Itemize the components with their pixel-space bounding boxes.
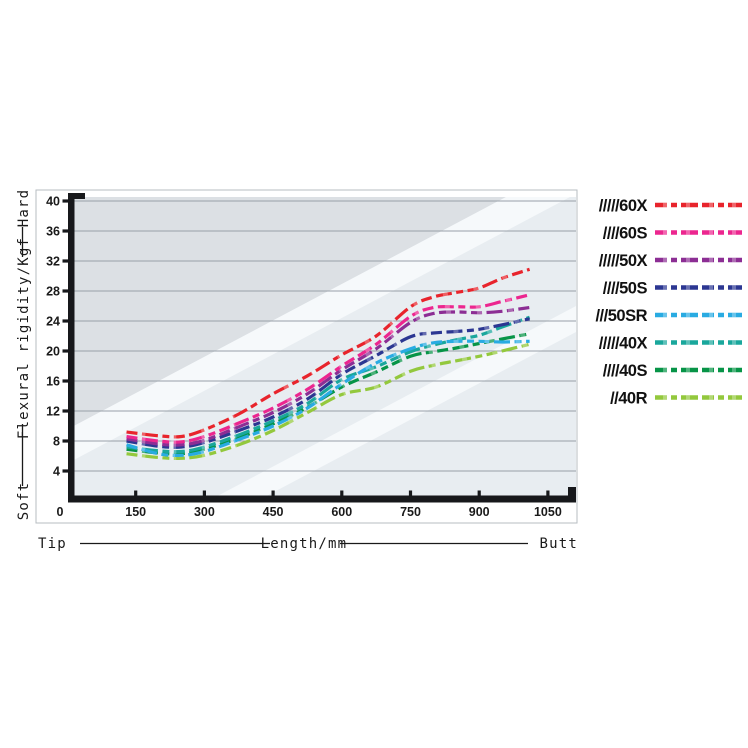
y-tick-28	[62, 289, 68, 293]
x-tick-900	[477, 490, 481, 496]
y-tick-label-28: 28	[46, 285, 60, 299]
legend-row-60X: /////60X	[599, 197, 742, 215]
x-axis-caption-butt: Butt	[539, 536, 578, 552]
y-tick-label-20: 20	[46, 345, 60, 359]
y-tick-8	[62, 439, 68, 443]
y-tick-12	[62, 409, 68, 413]
curve-highlight	[126, 317, 530, 449]
y-axis-caption-label: Flexural rigidity/Kgf	[16, 237, 32, 439]
y-tick-4	[62, 469, 68, 473]
y-tick-36	[62, 229, 68, 233]
curve-highlight	[126, 315, 531, 454]
legend-label: ////60S	[603, 225, 648, 243]
curve-highlight	[126, 339, 530, 458]
x-axis-caption-tip: Tip	[38, 536, 67, 552]
curve-60X	[126, 267, 531, 439]
y-tick-label-4: 4	[53, 465, 60, 479]
axes	[68, 193, 576, 503]
curve-highlight	[126, 293, 530, 444]
legend-row-60S: ////60S	[603, 225, 742, 243]
y-tick-label-36: 36	[46, 225, 60, 239]
legend-label: /////60X	[599, 197, 648, 215]
legend-label: ///50SR	[595, 307, 647, 325]
y-tick-40	[62, 199, 68, 203]
legend: /////60X ////60S /////50X ////50S ///50SR ///…	[595, 197, 742, 408]
legend-label: //40R	[610, 390, 648, 408]
x-tick-label-900: 900	[469, 505, 490, 519]
curve-40X	[126, 315, 531, 454]
y-tick-32	[62, 259, 68, 263]
gridlines	[70, 200, 576, 472]
curve-highlight	[126, 305, 530, 447]
curve-highlight	[126, 267, 531, 439]
x-tick-label-300: 300	[194, 505, 215, 519]
x-tick-label-450: 450	[263, 505, 284, 519]
y-tick-labels: 4 8 12 16 20 24 28 32 36 40	[46, 195, 60, 479]
curve-50SR	[126, 339, 530, 458]
y-tick-16	[62, 379, 68, 383]
legend-row-40R: //40R	[610, 390, 742, 408]
x-tick-450	[271, 490, 275, 496]
plot-bg-band-upper	[70, 197, 570, 462]
curve-40R	[126, 342, 530, 461]
curve-40S	[126, 332, 530, 456]
y-tick-label-16: 16	[46, 375, 60, 389]
legend-row-40S: ////40S	[603, 362, 742, 380]
legend-row-40X: /////40X	[599, 335, 742, 353]
x-tick-label-150: 150	[125, 505, 146, 519]
legend-label: ////50S	[603, 280, 648, 298]
x-tick-label-1050: 1050	[534, 505, 562, 519]
x-tick-label-750: 750	[400, 505, 421, 519]
legend-row-50S: ////50S	[603, 280, 742, 298]
y-tick-label-8: 8	[53, 435, 60, 449]
legend-label: ////40S	[603, 362, 648, 380]
x-tick-labels: 0 150 300 450 600 750 900 1050	[57, 505, 562, 519]
y-tick-label-24: 24	[46, 315, 60, 329]
chart-frame	[35, 189, 578, 524]
legend-row-50SR: ///50SR	[595, 307, 742, 325]
x-tick-label-0: 0	[57, 505, 64, 519]
y-tick-20	[62, 349, 68, 353]
y-tick-24	[62, 319, 68, 323]
legend-label: /////40X	[599, 335, 648, 353]
x-tick-label-600: 600	[331, 505, 352, 519]
y-axis-caption-hard: Hard	[16, 189, 32, 228]
x-tick-750	[408, 490, 413, 496]
curve-60S	[126, 293, 530, 444]
curve-50X	[126, 305, 530, 447]
y-axis-caption-soft: Soft	[16, 482, 32, 521]
x-tick-300	[202, 490, 206, 496]
y-axis-top-cap	[68, 193, 85, 199]
y-tick-label-12: 12	[46, 405, 60, 419]
x-tick-150	[134, 490, 138, 496]
legend-label: /////50X	[599, 252, 648, 270]
y-axis-line	[68, 193, 75, 502]
y-tick-label-32: 32	[46, 255, 60, 269]
x-axis-line	[68, 495, 576, 503]
y-tick-label-40: 40	[46, 195, 60, 209]
x-tick-1050	[546, 490, 550, 496]
tick-marks	[62, 199, 550, 496]
x-tick-600	[340, 490, 344, 496]
curve-50S	[126, 317, 530, 449]
x-axis-caption-label: Length/mm	[261, 536, 348, 552]
rigidity-curves	[126, 267, 531, 461]
plot-bg-band-lower	[208, 306, 576, 501]
x-axis-end-step	[568, 487, 576, 499]
legend-row-50X: /////50X	[599, 252, 742, 270]
